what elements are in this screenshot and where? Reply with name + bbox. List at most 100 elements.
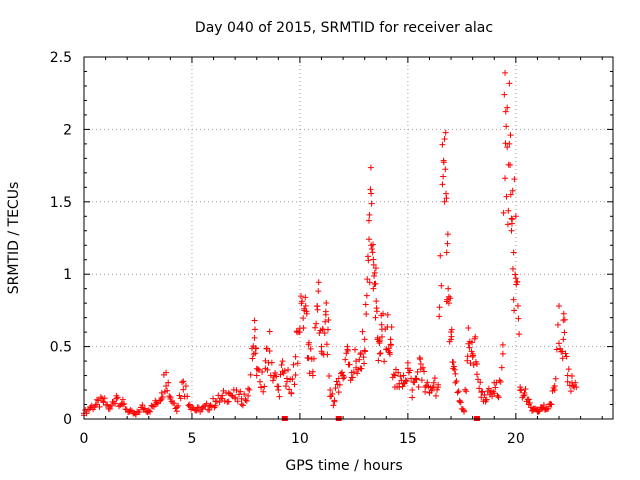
data-point [245, 392, 252, 399]
data-point [163, 383, 170, 390]
data-point [509, 187, 516, 194]
data-point [145, 407, 152, 414]
data-point [322, 318, 329, 325]
data-point [402, 377, 409, 384]
data-point [556, 303, 563, 310]
data-point [380, 310, 387, 317]
data-point [108, 402, 115, 409]
data-point [154, 400, 161, 407]
data-point [342, 356, 349, 363]
data-point [573, 384, 580, 391]
data-point [292, 353, 299, 360]
data-point [224, 398, 231, 405]
data-point [353, 358, 360, 365]
data-point [504, 221, 511, 228]
data-point [554, 321, 561, 328]
data-point [289, 375, 296, 382]
data-point [448, 326, 455, 333]
data-point [344, 343, 351, 350]
data-point [101, 395, 108, 402]
data-point [322, 311, 329, 318]
data-point [132, 411, 139, 418]
data-point [552, 375, 559, 382]
data-point [521, 389, 528, 396]
data-point [147, 408, 154, 415]
data-point [364, 276, 371, 283]
x-tick-label: 20 [507, 431, 525, 447]
data-point [238, 401, 245, 408]
data-point [330, 402, 337, 409]
y-tick-label: 2 [63, 122, 72, 138]
data-point [486, 389, 493, 396]
data-point [478, 394, 485, 401]
data-point [426, 389, 433, 396]
data-point [421, 368, 428, 375]
data-point [509, 265, 516, 272]
data-point [171, 400, 178, 407]
data-point [121, 400, 128, 407]
data-point [439, 141, 446, 148]
data-point [255, 367, 262, 374]
data-point [362, 301, 369, 308]
data-point [266, 328, 273, 335]
data-point [378, 326, 385, 333]
data-point [360, 354, 367, 361]
data-point [461, 408, 468, 415]
data-point [333, 378, 340, 385]
data-point [507, 162, 514, 169]
data-point [447, 295, 454, 302]
data-point [511, 176, 518, 183]
data-point [371, 272, 378, 279]
data-point [492, 384, 499, 391]
data-point [243, 398, 250, 405]
data-point [445, 300, 452, 307]
data-point [246, 386, 253, 393]
data-point [241, 391, 248, 398]
data-point [387, 336, 394, 343]
data-point [237, 388, 244, 395]
data-point [185, 402, 192, 409]
data-point [167, 394, 174, 401]
data-point [565, 366, 572, 373]
data-point [193, 407, 200, 414]
data-point [93, 401, 100, 408]
data-point [476, 385, 483, 392]
data-point [469, 339, 476, 346]
data-point [377, 350, 384, 357]
data-point [325, 316, 332, 323]
data-point [506, 80, 513, 87]
data-point [225, 398, 232, 405]
y-tick-label: 1.5 [50, 195, 72, 211]
y-axis-label: SRMTID / TECUs [6, 182, 22, 295]
data-point [309, 372, 316, 379]
data-point [282, 383, 289, 390]
data-point [512, 271, 519, 278]
data-point [491, 379, 498, 386]
data-point [210, 395, 217, 402]
data-point [136, 409, 143, 416]
data-point [467, 360, 474, 367]
data-point [134, 408, 141, 415]
y-tick-label: 1 [63, 267, 72, 283]
data-point [103, 402, 110, 409]
data-point [112, 400, 119, 407]
data-point [323, 300, 330, 307]
data-point [396, 384, 403, 391]
data-point [312, 324, 319, 331]
data-point [561, 316, 568, 323]
data-point [507, 191, 514, 198]
data-point [363, 310, 370, 317]
data-point [418, 377, 425, 384]
data-point [503, 123, 510, 130]
data-point [113, 392, 120, 399]
data-point [278, 362, 285, 369]
data-point [279, 358, 286, 365]
data-point [212, 398, 219, 405]
data-point [445, 293, 452, 300]
data-point [272, 369, 279, 376]
data-point [397, 373, 404, 380]
data-point [349, 374, 356, 381]
data-point [326, 373, 333, 380]
data-point [479, 388, 486, 395]
